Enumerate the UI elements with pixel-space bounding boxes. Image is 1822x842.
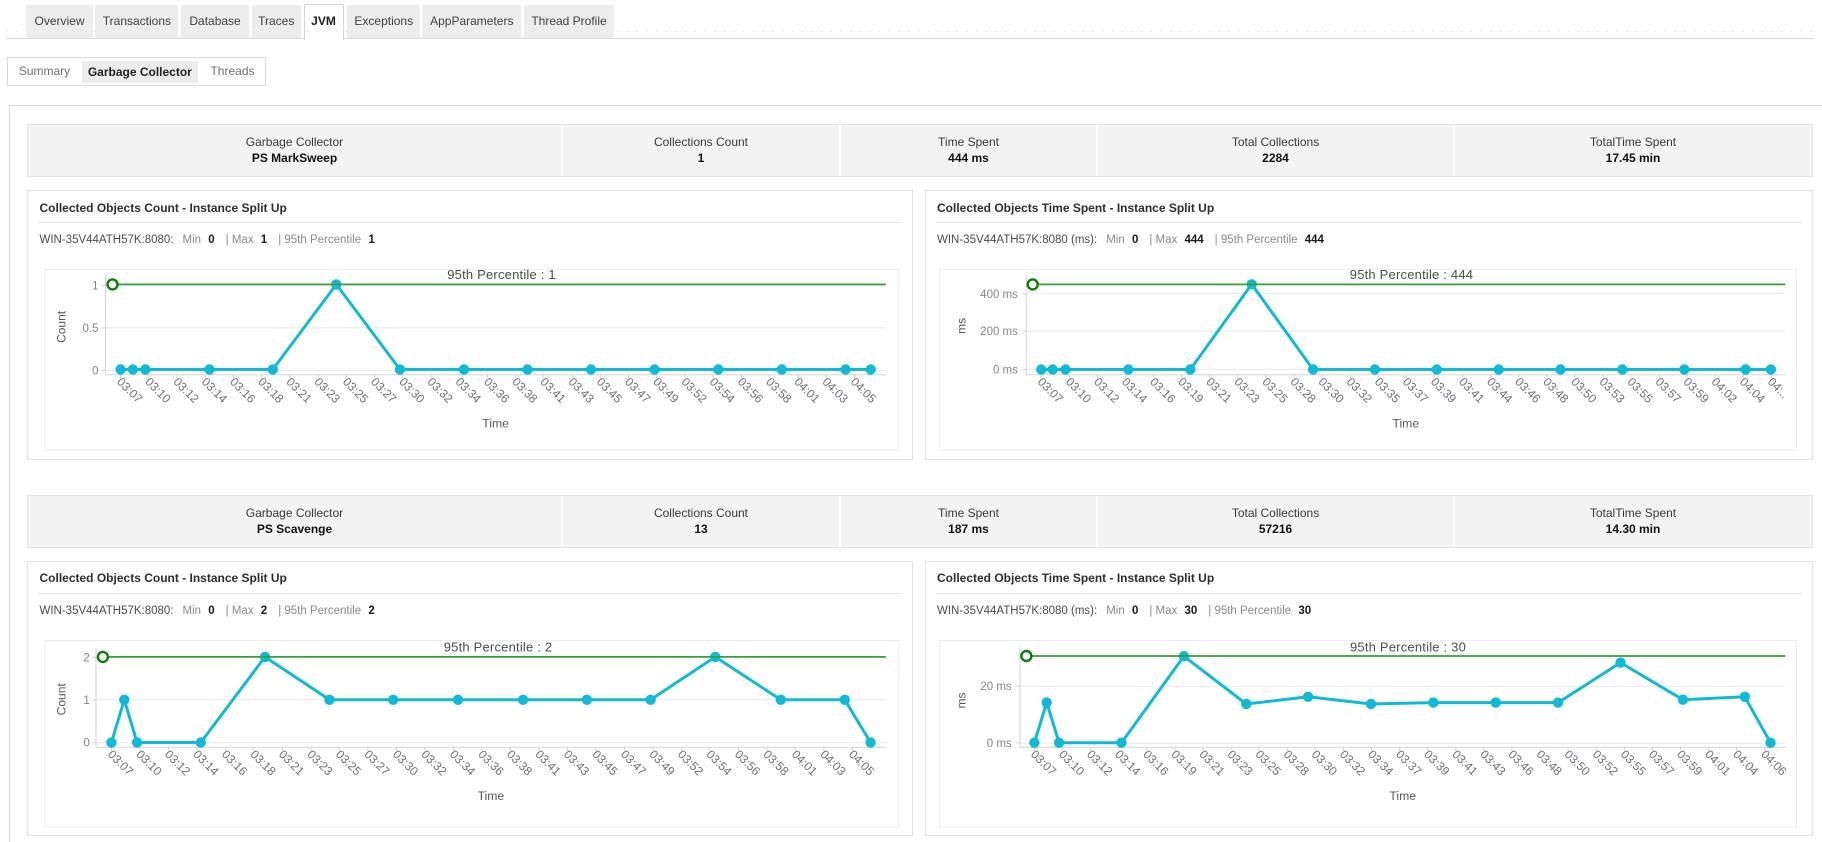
svg-text:Time: Time [1392,417,1419,431]
svg-text:0 ms: 0 ms [986,737,1011,749]
svg-text:95th Percentile : 1: 95th Percentile : 1 [447,267,556,282]
svg-text:1: 1 [92,280,98,292]
svg-text:95th Percentile : 30: 95th Percentile : 30 [1349,639,1465,654]
svg-text:95th Percentile : 2: 95th Percentile : 2 [444,639,553,654]
svg-text:0 ms: 0 ms [992,364,1017,376]
svg-text:Time: Time [1389,789,1416,803]
svg-text:Count: Count [55,682,69,715]
svg-text:Time: Time [478,789,505,803]
svg-text:0.5: 0.5 [83,323,99,335]
svg-text:ms: ms [954,692,968,708]
svg-text:0: 0 [83,737,89,749]
svg-text:1: 1 [83,695,89,707]
svg-text:Count: Count [55,310,69,343]
svg-text:0: 0 [92,365,98,377]
svg-text:200 ms: 200 ms [980,326,1018,338]
svg-text:20 ms: 20 ms [980,681,1012,693]
svg-text:ms: ms [954,318,968,334]
svg-text:400 ms: 400 ms [980,289,1018,301]
svg-text:95th Percentile : 444: 95th Percentile : 444 [1349,267,1472,282]
svg-text:2: 2 [83,652,89,664]
svg-text:Time: Time [482,417,509,431]
